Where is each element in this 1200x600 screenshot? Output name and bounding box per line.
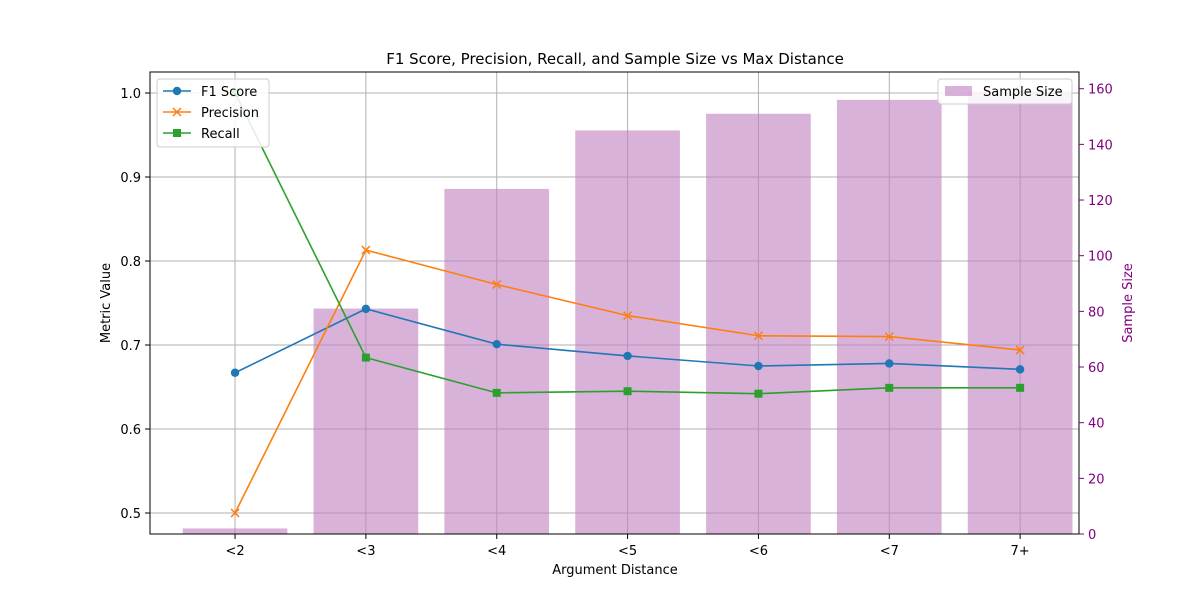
bar-sample-size [313,308,419,534]
point-recall [1016,383,1025,392]
legend-sample-size-swatch [945,86,972,96]
marker-stroke [172,107,182,117]
point-f1-score [361,304,371,314]
x-axis-ticks: <2 <3 <4 <5 <6 <7 7+ [225,534,1030,559]
y-axis-label: Metric Value [99,263,114,343]
lines-layer [230,89,1025,518]
legend-label-precision: Precision [201,106,259,121]
y-right-tick-label: 60 [1088,361,1105,376]
point-precision [1015,345,1025,355]
bar-sample-size [706,113,811,535]
y-tick-label: 0.7 [120,339,141,354]
bar-sample-size [836,99,942,534]
marker-stroke [230,508,240,518]
x-tick-label: <4 [487,544,506,559]
marker-stroke [492,279,502,290]
point-recall [361,353,370,362]
y-tick-label: 0.9 [120,171,141,186]
point-precision [884,332,894,342]
legend-label-f1-score: F1 Score [201,85,257,100]
x-tick-label: <3 [356,544,375,559]
marker-stroke [884,332,894,342]
y-axis-ticks: 0.5 0.6 0.7 0.8 0.9 1.0 [120,87,150,522]
point-f1-score [492,339,501,349]
point-precision [361,245,371,255]
legend-sample-size-label: Sample Size [983,85,1063,100]
point-recall [885,383,894,392]
bar-sample-size [182,528,288,534]
x-tick-label: 7+ [1011,544,1030,559]
plot-frame [149,71,1080,535]
bar-sample-size [444,188,550,534]
y-tick-label: 0.8 [120,255,141,270]
legend-sample-size-box [937,78,1073,105]
bar-sample-size [575,130,680,534]
point-precision [753,331,763,341]
x-tick-label: <6 [749,544,768,559]
legend-marker-recall [173,129,181,137]
bar-sample-size [967,91,1073,534]
y-tick-label: 0.6 [120,423,141,438]
point-f1-score [1015,365,1025,374]
point-f1-score [230,368,240,377]
bars-layer [182,91,1073,535]
x-tick-label: <5 [618,544,637,559]
y-right-tick-label: 80 [1088,305,1105,320]
chart-title: F1 Score, Precision, Recall, and Sample … [386,50,844,68]
y-tick-label: 0.5 [120,507,141,522]
y-right-tick-label: 160 [1088,83,1113,98]
point-recall [623,387,632,396]
point-precision [492,279,502,290]
point-f1-score [623,351,632,361]
y-right-tick-label: 40 [1088,417,1105,432]
legend-marker-precision [172,107,182,117]
point-recall [754,389,763,398]
x-axis-label: Argument Distance [552,563,677,578]
point-f1-score [885,359,894,368]
y-right-tick-label: 0 [1088,528,1096,543]
x-tick-label: <2 [225,544,244,559]
point-precision [230,508,240,518]
marker-stroke [623,311,633,321]
y-right-tick-label: 120 [1088,194,1113,209]
marker-stroke [1015,345,1025,355]
y-right-tick-label: 100 [1088,250,1113,265]
x-tick-label: <7 [880,544,899,559]
point-f1-score [754,361,763,371]
y-tick-label: 1.0 [120,87,141,102]
y-right-tick-label: 140 [1088,138,1113,153]
marker-stroke [361,245,371,255]
legend-metrics-box [156,78,270,148]
legend-sample-size: Sample Size [937,78,1073,105]
legend-marker-f1-score [172,86,182,96]
point-precision [623,311,633,321]
point-recall [492,388,501,397]
legend-label-recall: Recall [201,127,240,142]
legend-metrics: F1 Score Precision Recall [156,78,270,148]
y-right-axis-ticks: 0 20 40 60 80 100 120 140 160 [1079,83,1113,543]
y-right-tick-label: 20 [1088,472,1105,487]
y-right-axis-label: Sample Size [1121,263,1136,343]
marker-stroke [753,331,763,341]
